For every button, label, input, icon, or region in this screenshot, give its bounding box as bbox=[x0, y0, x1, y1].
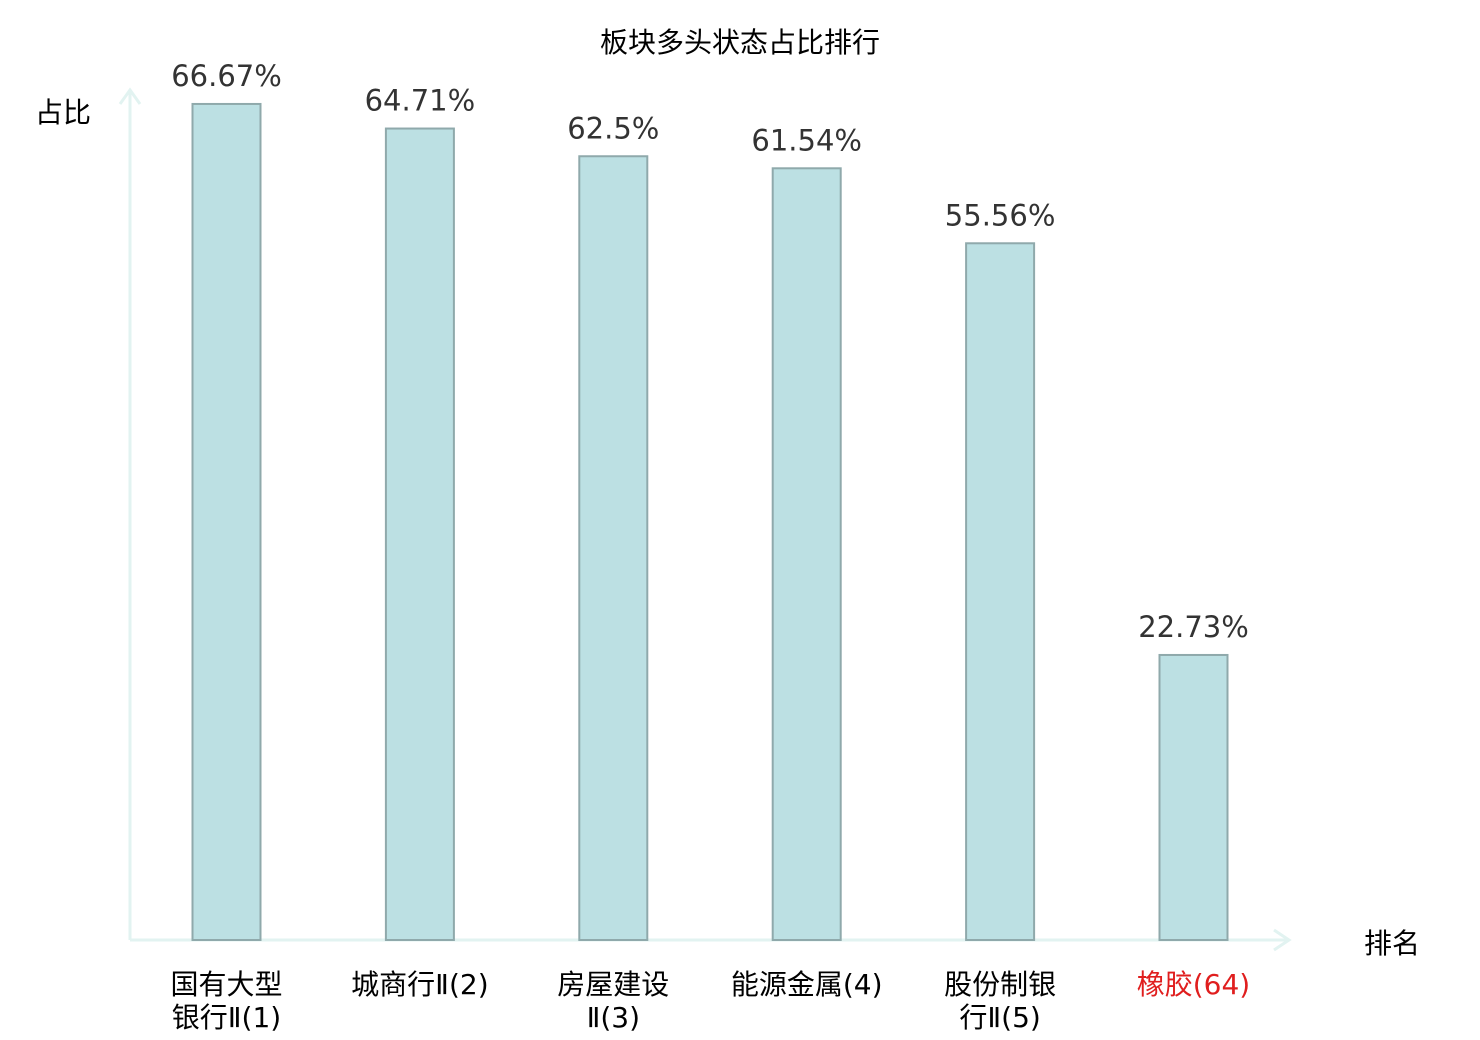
value-label-5: 55.56% bbox=[945, 198, 1056, 232]
value-label-4: 61.54% bbox=[751, 123, 862, 157]
category-label-line: 房屋建设 bbox=[557, 968, 669, 1001]
bar-2 bbox=[384, 127, 455, 941]
category-label-line: 股份制银 bbox=[944, 968, 1056, 1001]
category-label-6: 橡胶(64) bbox=[1137, 968, 1250, 1001]
bar-5 bbox=[965, 242, 1036, 942]
bar-3 bbox=[578, 155, 649, 941]
category-label-line: Ⅱ(3) bbox=[587, 1001, 640, 1034]
category-label-2: 城商行Ⅱ(2) bbox=[351, 968, 488, 1001]
category-label-line: 城商行Ⅱ(2) bbox=[351, 968, 488, 1001]
axes bbox=[118, 87, 1292, 952]
category-label-line: 橡胶(64) bbox=[1137, 968, 1250, 1001]
category-label-line: 国有大型 bbox=[170, 968, 282, 1001]
bar-1 bbox=[191, 102, 262, 942]
category-label-line: 银行Ⅱ(1) bbox=[172, 1001, 281, 1034]
category-label-line: 行Ⅱ(5) bbox=[959, 1001, 1040, 1034]
category-label-1: 国有大型银行Ⅱ(1) bbox=[170, 968, 282, 1034]
x-axis-label: 排名 bbox=[1364, 927, 1420, 960]
bar-4 bbox=[771, 167, 842, 942]
value-labels: 66.67% 64.71% 62.5% 61.54% 55.56% 22.73% bbox=[171, 59, 1249, 644]
category-label-3: 房屋建设 Ⅱ(3) bbox=[557, 968, 669, 1034]
category-label-5: 股份制银行Ⅱ(5) bbox=[944, 968, 1056, 1034]
category-label-line: 能源金属(4) bbox=[731, 968, 883, 1001]
category-label-4: 能源金属(4) bbox=[731, 968, 883, 1001]
x-axis-arrow bbox=[1273, 928, 1292, 952]
value-label-6: 22.73% bbox=[1138, 610, 1249, 644]
chart-title: 板块多头状态占比排行 bbox=[600, 26, 880, 59]
value-label-3: 62.5% bbox=[567, 111, 659, 145]
bar-6 bbox=[1158, 653, 1229, 942]
value-label-2: 64.71% bbox=[365, 84, 476, 118]
y-axis-label: 占比 bbox=[35, 96, 91, 129]
category-labels: 国有大型银行Ⅱ(1) 城商行Ⅱ(2) 房屋建设 Ⅱ(3) 能源金属(4) 股份制银行Ⅱ(5… bbox=[170, 968, 1250, 1034]
y-axis-arrow bbox=[118, 87, 142, 105]
bars bbox=[191, 102, 1229, 942]
value-label-1: 66.67% bbox=[171, 59, 282, 93]
